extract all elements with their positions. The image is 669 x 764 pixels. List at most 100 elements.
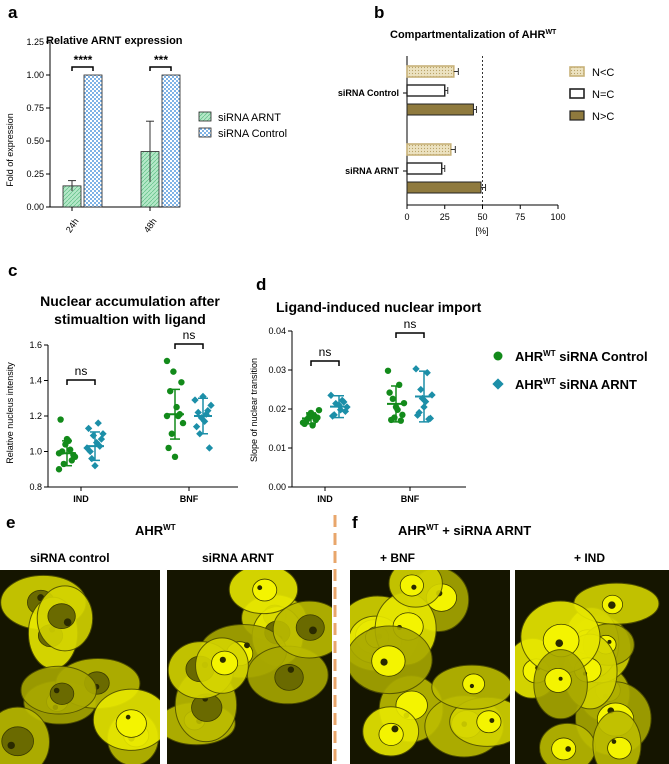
panel-cd-legend: AHRWT siRNA Control AHRWT siRNA ARNT [492, 349, 648, 392]
panel-letter-e: e [6, 513, 15, 532]
bar [406, 162, 443, 175]
significance-bracket [395, 332, 425, 338]
cell-nucleus [399, 574, 424, 597]
micrograph-ind [515, 570, 669, 764]
nucleolus [244, 642, 250, 649]
y-tick-label: 1.4 [29, 376, 42, 386]
data-point [191, 396, 199, 404]
legend-marker-sirna-control [493, 351, 503, 361]
micrograph-cells [167, 570, 332, 746]
panel-letter-a: a [8, 3, 18, 22]
image-label-bnf: + BNF [380, 551, 415, 565]
nucleolus [125, 714, 131, 720]
bar [83, 74, 103, 208]
significance-label: ns [75, 364, 88, 378]
bar [406, 103, 474, 116]
significance-label: *** [154, 53, 168, 67]
y-tick-label: 1.0 [29, 447, 42, 457]
significance-bracket [174, 343, 204, 349]
panel-a-title: Relative ARNT expression [46, 35, 183, 47]
data-point [413, 411, 422, 419]
bar [406, 181, 482, 194]
cell-nucleus [1, 726, 34, 757]
cell-nucleus [544, 667, 572, 693]
data-point [68, 457, 76, 464]
data-point [67, 446, 74, 453]
legend-swatch-n-greater-c [569, 110, 585, 121]
data-point [99, 430, 107, 438]
nucleolus [558, 676, 563, 681]
data-point [194, 408, 202, 417]
data-point [412, 365, 420, 373]
legend-swatch-sirna-arnt [198, 111, 212, 122]
panel-letter-d: d [256, 275, 266, 294]
panel-c-plot: 0.8 1.0 1.2 1.4 1.6 IND ns BNF ns [29, 328, 238, 504]
panel-b-title-main: Compartmentalization of AHR [390, 29, 545, 41]
nucleolus [469, 683, 475, 689]
panel-b-legend: N<C N=C N>C [569, 66, 614, 123]
bar [406, 84, 446, 97]
x-tick-label: BNF [180, 494, 199, 504]
y-tick-label: siRNA Control [338, 88, 399, 98]
y-tick-label: 0.75 [26, 103, 44, 113]
data-point [207, 401, 215, 410]
panel-b-x-label: [%] [475, 226, 488, 236]
legend-cd-control-rest: siRNA Control [556, 349, 648, 364]
panel-f-heading-rest: + siRNA ARNT [439, 523, 532, 538]
x-tick-label: 48h [142, 216, 159, 234]
panel-letter-c: c [8, 261, 17, 280]
image-label-sirna-arnt: siRNA ARNT [202, 551, 274, 565]
panel-c-y-label: Relative nucleus intensity [5, 362, 15, 464]
nucleolus [380, 658, 388, 666]
y-tick-label: 1.2 [29, 411, 42, 421]
legend-label-n-greater-c: N>C [592, 111, 614, 123]
y-tick-label: 0.03 [268, 365, 286, 375]
cell-nucleus [49, 682, 75, 705]
data-point [341, 407, 350, 416]
significance-label: **** [74, 53, 93, 67]
data-point [417, 385, 425, 394]
panel-a: a Relative ARNT expression Fold of expre… [5, 3, 287, 234]
nucleolus [257, 585, 263, 591]
x-tick-label: IND [73, 494, 89, 504]
significance-bracket [149, 66, 172, 71]
data-point [57, 416, 64, 423]
micrograph-sirna-arnt [167, 570, 332, 764]
y-tick-label: 0.00 [268, 482, 286, 492]
nucleolus [611, 739, 617, 744]
cell-nucleus [47, 603, 76, 630]
bar [161, 74, 181, 208]
panel-a-y-label: Fold of expression [5, 113, 15, 187]
data-point [301, 420, 308, 428]
y-tick-label: 1.25 [26, 37, 44, 47]
panel-c-title-line1: Nuclear accumulation after [40, 293, 220, 309]
image-label-sirna-control: siRNA control [30, 551, 110, 565]
data-point [315, 406, 323, 414]
micrograph-bnf [350, 570, 510, 764]
panel-letter-b: b [374, 3, 384, 22]
nucleolus [287, 666, 295, 673]
data-point [384, 367, 392, 374]
panel-e: e AHRWT siRNA control siRNA ARNT [6, 513, 274, 565]
nucleolus [555, 639, 564, 647]
x-tick-label: 75 [515, 212, 525, 222]
data-point [179, 419, 187, 427]
significance-bracket [66, 379, 96, 385]
legend-cd-arnt: AHRWT siRNA ARNT [515, 377, 637, 392]
legend-label-sirna-control: siRNA Control [218, 128, 287, 140]
data-point [340, 398, 348, 406]
legend-label-n-equal-c: N=C [592, 89, 614, 101]
data-point [386, 389, 393, 396]
micrograph-cells [0, 574, 160, 764]
image-label-ind: + IND [574, 551, 605, 565]
x-tick-label: 24h [64, 216, 81, 234]
nucleolus [7, 741, 15, 750]
x-tick-label: 50 [477, 212, 487, 222]
data-point [97, 435, 106, 443]
legend-cd-control: AHRWT siRNA Control [515, 349, 648, 364]
data-point [205, 444, 214, 452]
legend-swatch-n-equal-c [569, 88, 585, 99]
nucleolus [309, 626, 317, 635]
data-point [192, 422, 201, 431]
